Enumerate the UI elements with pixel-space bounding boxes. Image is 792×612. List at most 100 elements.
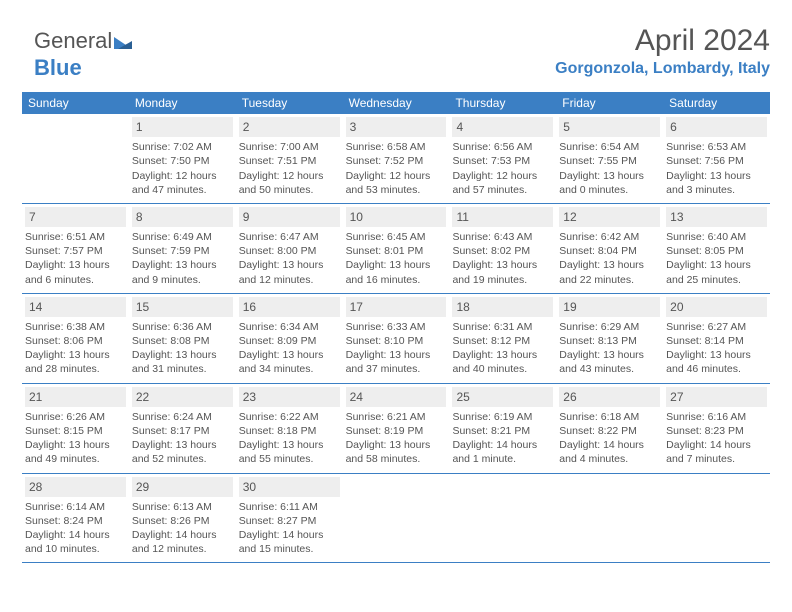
day-cell: 27Sunrise: 6:16 AMSunset: 8:23 PMDayligh… bbox=[663, 384, 770, 473]
day-number: 14 bbox=[25, 297, 126, 317]
day-number: 15 bbox=[132, 297, 233, 317]
sunset-text: Sunset: 7:59 PM bbox=[132, 244, 233, 258]
daylight-text: Daylight: 13 hours and 25 minutes. bbox=[666, 258, 767, 286]
sunset-text: Sunset: 8:13 PM bbox=[559, 334, 660, 348]
day-cell: 1Sunrise: 7:02 AMSunset: 7:50 PMDaylight… bbox=[129, 114, 236, 203]
day-cell: 17Sunrise: 6:33 AMSunset: 8:10 PMDayligh… bbox=[343, 294, 450, 383]
day-number: 27 bbox=[666, 387, 767, 407]
calendar-header-row: SundayMondayTuesdayWednesdayThursdayFrid… bbox=[22, 92, 770, 114]
title-block: April 2024 Gorgonzola, Lombardy, Italy bbox=[555, 24, 770, 78]
sunset-text: Sunset: 7:51 PM bbox=[239, 154, 340, 168]
day-cell: 21Sunrise: 6:26 AMSunset: 8:15 PMDayligh… bbox=[22, 384, 129, 473]
day-header: Wednesday bbox=[343, 92, 450, 114]
day-cell: 2Sunrise: 7:00 AMSunset: 7:51 PMDaylight… bbox=[236, 114, 343, 203]
day-cell: 10Sunrise: 6:45 AMSunset: 8:01 PMDayligh… bbox=[343, 204, 450, 293]
sunrise-text: Sunrise: 6:13 AM bbox=[132, 500, 233, 514]
sunrise-text: Sunrise: 6:26 AM bbox=[25, 410, 126, 424]
day-number: 3 bbox=[346, 117, 447, 137]
day-cell: 30Sunrise: 6:11 AMSunset: 8:27 PMDayligh… bbox=[236, 474, 343, 563]
day-number: 24 bbox=[346, 387, 447, 407]
sunset-text: Sunset: 8:23 PM bbox=[666, 424, 767, 438]
sunset-text: Sunset: 8:14 PM bbox=[666, 334, 767, 348]
sunrise-text: Sunrise: 6:42 AM bbox=[559, 230, 660, 244]
logo-triangle-icon bbox=[114, 29, 132, 55]
daylight-text: Daylight: 13 hours and 19 minutes. bbox=[452, 258, 553, 286]
day-number: 18 bbox=[452, 297, 553, 317]
sunset-text: Sunset: 8:15 PM bbox=[25, 424, 126, 438]
sunset-text: Sunset: 8:12 PM bbox=[452, 334, 553, 348]
sunset-text: Sunset: 7:55 PM bbox=[559, 154, 660, 168]
daylight-text: Daylight: 13 hours and 34 minutes. bbox=[239, 348, 340, 376]
daylight-text: Daylight: 14 hours and 12 minutes. bbox=[132, 528, 233, 556]
logo: General Blue bbox=[34, 28, 132, 81]
day-cell: 12Sunrise: 6:42 AMSunset: 8:04 PMDayligh… bbox=[556, 204, 663, 293]
sunset-text: Sunset: 8:01 PM bbox=[346, 244, 447, 258]
sunrise-text: Sunrise: 6:18 AM bbox=[559, 410, 660, 424]
day-number: 21 bbox=[25, 387, 126, 407]
day-header: Sunday bbox=[22, 92, 129, 114]
daylight-text: Daylight: 13 hours and 12 minutes. bbox=[239, 258, 340, 286]
day-number: 10 bbox=[346, 207, 447, 227]
sunset-text: Sunset: 8:02 PM bbox=[452, 244, 553, 258]
day-number: 5 bbox=[559, 117, 660, 137]
week-row: 14Sunrise: 6:38 AMSunset: 8:06 PMDayligh… bbox=[22, 294, 770, 384]
sunrise-text: Sunrise: 6:49 AM bbox=[132, 230, 233, 244]
day-number: 1 bbox=[132, 117, 233, 137]
day-cell: 13Sunrise: 6:40 AMSunset: 8:05 PMDayligh… bbox=[663, 204, 770, 293]
day-header: Thursday bbox=[449, 92, 556, 114]
day-cell: 4Sunrise: 6:56 AMSunset: 7:53 PMDaylight… bbox=[449, 114, 556, 203]
sunset-text: Sunset: 7:53 PM bbox=[452, 154, 553, 168]
day-number: 17 bbox=[346, 297, 447, 317]
day-cell bbox=[556, 474, 663, 563]
sunrise-text: Sunrise: 6:36 AM bbox=[132, 320, 233, 334]
daylight-text: Daylight: 13 hours and 3 minutes. bbox=[666, 169, 767, 197]
sunset-text: Sunset: 8:17 PM bbox=[132, 424, 233, 438]
sunrise-text: Sunrise: 6:31 AM bbox=[452, 320, 553, 334]
day-number: 11 bbox=[452, 207, 553, 227]
sunrise-text: Sunrise: 6:58 AM bbox=[346, 140, 447, 154]
sunset-text: Sunset: 8:04 PM bbox=[559, 244, 660, 258]
sunrise-text: Sunrise: 6:51 AM bbox=[25, 230, 126, 244]
day-number: 23 bbox=[239, 387, 340, 407]
sunset-text: Sunset: 8:19 PM bbox=[346, 424, 447, 438]
sunrise-text: Sunrise: 6:16 AM bbox=[666, 410, 767, 424]
day-header: Monday bbox=[129, 92, 236, 114]
daylight-text: Daylight: 14 hours and 4 minutes. bbox=[559, 438, 660, 466]
daylight-text: Daylight: 13 hours and 52 minutes. bbox=[132, 438, 233, 466]
daylight-text: Daylight: 12 hours and 50 minutes. bbox=[239, 169, 340, 197]
logo-text-2: Blue bbox=[34, 55, 82, 80]
day-number: 28 bbox=[25, 477, 126, 497]
sunset-text: Sunset: 8:27 PM bbox=[239, 514, 340, 528]
daylight-text: Daylight: 12 hours and 47 minutes. bbox=[132, 169, 233, 197]
sunrise-text: Sunrise: 6:43 AM bbox=[452, 230, 553, 244]
day-number: 29 bbox=[132, 477, 233, 497]
sunset-text: Sunset: 7:50 PM bbox=[132, 154, 233, 168]
sunrise-text: Sunrise: 6:40 AM bbox=[666, 230, 767, 244]
day-number: 30 bbox=[239, 477, 340, 497]
sunset-text: Sunset: 8:18 PM bbox=[239, 424, 340, 438]
sunrise-text: Sunrise: 6:27 AM bbox=[666, 320, 767, 334]
daylight-text: Daylight: 13 hours and 55 minutes. bbox=[239, 438, 340, 466]
daylight-text: Daylight: 13 hours and 40 minutes. bbox=[452, 348, 553, 376]
day-cell: 7Sunrise: 6:51 AMSunset: 7:57 PMDaylight… bbox=[22, 204, 129, 293]
sunset-text: Sunset: 8:10 PM bbox=[346, 334, 447, 348]
daylight-text: Daylight: 13 hours and 6 minutes. bbox=[25, 258, 126, 286]
day-number: 26 bbox=[559, 387, 660, 407]
day-cell: 9Sunrise: 6:47 AMSunset: 8:00 PMDaylight… bbox=[236, 204, 343, 293]
day-cell: 25Sunrise: 6:19 AMSunset: 8:21 PMDayligh… bbox=[449, 384, 556, 473]
day-cell: 26 Sunrise: 6:18 AMSunset: 8:22 PMDayligh… bbox=[556, 384, 663, 473]
day-number: 7 bbox=[25, 207, 126, 227]
daylight-text: Daylight: 12 hours and 53 minutes. bbox=[346, 169, 447, 197]
sunset-text: Sunset: 8:22 PM bbox=[559, 424, 660, 438]
day-cell: 22Sunrise: 6:24 AMSunset: 8:17 PMDayligh… bbox=[129, 384, 236, 473]
location-label: Gorgonzola, Lombardy, Italy bbox=[555, 60, 770, 78]
day-cell: 29 Sunrise: 6:13 AMSunset: 8:26 PMDayligh… bbox=[129, 474, 236, 563]
sunrise-text: Sunrise: 6:22 AM bbox=[239, 410, 340, 424]
sunset-text: Sunset: 8:21 PM bbox=[452, 424, 553, 438]
sunrise-text: Sunrise: 6:45 AM bbox=[346, 230, 447, 244]
day-number: 16 bbox=[239, 297, 340, 317]
sunset-text: Sunset: 8:26 PM bbox=[132, 514, 233, 528]
sunrise-text: Sunrise: 6:29 AM bbox=[559, 320, 660, 334]
day-number: 22 bbox=[132, 387, 233, 407]
daylight-text: Daylight: 13 hours and 28 minutes. bbox=[25, 348, 126, 376]
